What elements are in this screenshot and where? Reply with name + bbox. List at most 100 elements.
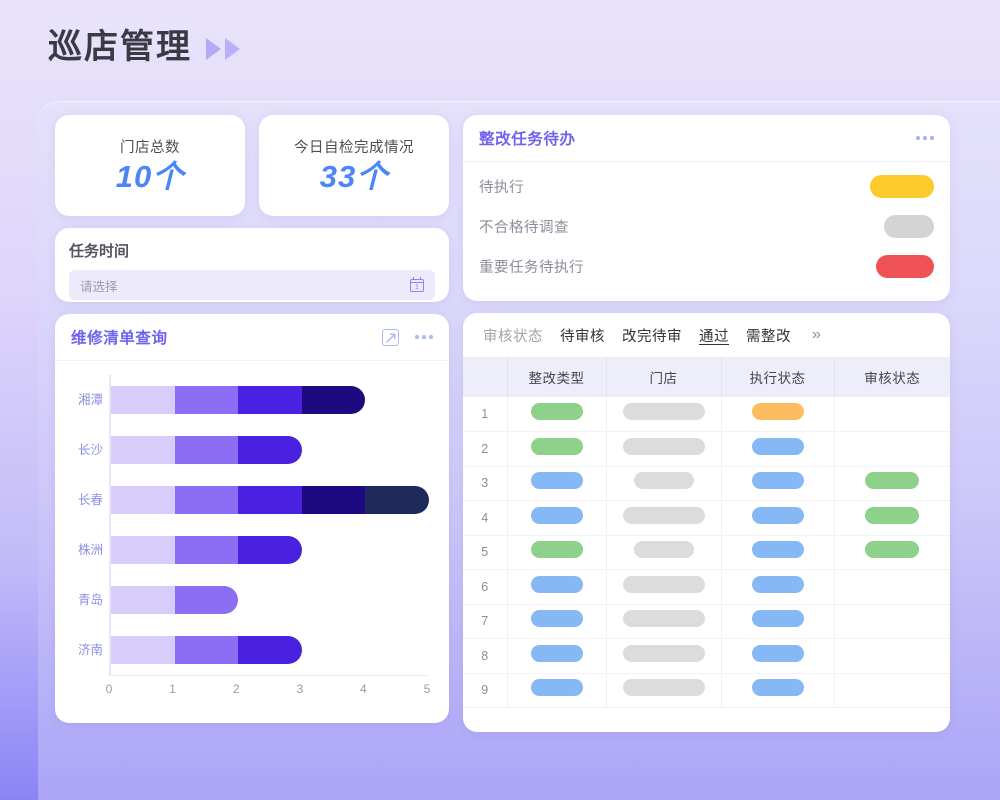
table-cell-type — [507, 604, 607, 639]
dashboard-columns: 门店总数 10个 今日自检完成情况 33个 任务时间 请选择 1 — [55, 115, 950, 732]
chart-bar-segment — [111, 536, 175, 564]
table-header-row: 整改类型 门店 执行状态 审核状态 — [463, 357, 950, 397]
page-title: 巡店管理 — [48, 28, 192, 66]
chart-stacked-bar[interactable] — [111, 486, 429, 514]
calendar-icon[interactable]: 1 — [410, 277, 424, 292]
table-row[interactable]: 1 — [463, 397, 950, 432]
todo-list: 待执行 不合格待调查 重要任务待执行 — [463, 162, 950, 301]
todo-item[interactable]: 不合格待调查 — [479, 206, 934, 246]
table-cell-audit — [834, 604, 950, 639]
table-cell-index: 2 — [463, 431, 508, 467]
table-cell-audit — [834, 500, 950, 536]
repair-list-chart-card: 维修清单查询 湘潭 长沙 长春 株洲 青岛 济南 0 1 2 3 4 5 — [55, 314, 449, 723]
table-row[interactable]: 9 — [463, 673, 950, 708]
todo-item[interactable]: 重要任务待执行 — [479, 246, 934, 286]
status-badge — [622, 575, 705, 593]
table-cell-type — [507, 569, 607, 605]
filter-tab-1[interactable]: 改完待审 — [622, 328, 682, 345]
chart-bar-segment — [238, 486, 302, 514]
table-cell-exec — [721, 466, 835, 501]
status-badge — [865, 506, 920, 524]
filter-more-button[interactable]: » — [812, 326, 821, 343]
chart-stacked-bar[interactable] — [111, 386, 366, 414]
status-badge — [751, 437, 804, 455]
chart-stacked-bar[interactable] — [111, 536, 302, 564]
table-cell-audit — [834, 569, 950, 605]
table-row[interactable]: 2 — [463, 431, 950, 467]
chart-bar-row: 株洲 — [78, 536, 302, 564]
chart-stacked-bar[interactable] — [111, 586, 239, 614]
table-row[interactable]: 6 — [463, 569, 950, 605]
table-cell-type — [507, 431, 607, 467]
table-cell-store — [606, 466, 722, 501]
table-cell-type — [507, 466, 607, 501]
table-row[interactable]: 8 — [463, 638, 950, 674]
task-time-input[interactable]: 请选择 1 — [69, 270, 435, 300]
table-header-audit[interactable]: 审核状态 — [834, 357, 950, 397]
more-dots-icon[interactable] — [415, 335, 433, 339]
filter-tab-2[interactable]: 通过 — [699, 328, 729, 345]
table-cell-audit — [834, 431, 950, 467]
dashboard-shell: 门店总数 10个 今日自检完成情况 33个 任务时间 请选择 1 — [38, 101, 1000, 800]
chart-bar-segment — [301, 386, 366, 414]
table-cell-exec — [721, 638, 835, 674]
table-header-exec[interactable]: 执行状态 — [721, 357, 835, 397]
triangle-right-icon-1 — [206, 38, 221, 60]
table-cell-index: 3 — [463, 466, 508, 501]
status-badge — [530, 472, 583, 490]
more-dots-icon[interactable] — [916, 136, 934, 140]
filter-tab-0[interactable]: 待审核 — [560, 328, 605, 345]
chart-stacked-bar[interactable] — [111, 636, 302, 664]
table-row[interactable]: 3 — [463, 466, 950, 501]
table-cell-store — [606, 604, 722, 639]
table-row[interactable]: 5 — [463, 535, 950, 570]
table-cell-store — [606, 673, 722, 708]
chart-category-label: 青岛 — [77, 593, 103, 607]
chart-category-label: 长春 — [77, 493, 103, 507]
chart-x-axis: 0 1 2 3 4 5 — [106, 675, 430, 701]
page-header: 巡店管理 — [48, 30, 240, 64]
table-header-store[interactable]: 门店 — [606, 357, 722, 397]
table-cell-exec — [721, 500, 835, 536]
task-time-card: 任务时间 请选择 1 — [55, 228, 449, 302]
chart-bar-segment — [238, 386, 302, 414]
table-cell-exec — [721, 397, 835, 432]
chart-bar-segment — [174, 636, 239, 664]
status-badge — [622, 403, 705, 420]
task-time-placeholder: 请选择 — [80, 279, 118, 294]
chart-x-tick-label: 5 — [423, 682, 431, 696]
table-cell-store — [606, 500, 722, 536]
table-header: 整改类型 门店 执行状态 审核状态 — [463, 357, 950, 397]
chart-bar-segment — [174, 386, 239, 414]
status-badge — [751, 644, 804, 662]
chart-bar-segment — [111, 436, 175, 464]
chart-bar-row: 青岛 — [78, 586, 239, 614]
status-badge — [530, 506, 583, 524]
stat-value: 33个 — [319, 159, 389, 195]
table-cell-audit — [834, 466, 950, 501]
share-icon[interactable] — [382, 328, 400, 346]
chart-stacked-bar[interactable] — [111, 436, 302, 464]
table-cell-index: 5 — [463, 535, 508, 570]
filter-label: 审核状态 — [483, 328, 543, 345]
status-badge — [751, 679, 804, 697]
status-badge — [530, 541, 583, 559]
chart-x-tick-label: 1 — [169, 682, 176, 696]
table-row[interactable]: 7 — [463, 604, 950, 639]
filter-tab-3[interactable]: 需整改 — [746, 328, 791, 345]
table-header-type[interactable]: 整改类型 — [507, 357, 607, 397]
todo-item[interactable]: 待执行 — [479, 166, 934, 206]
chart-bar-segment — [111, 386, 175, 414]
chart-bar-segment — [174, 536, 239, 564]
todo-status-pill — [870, 174, 934, 198]
status-badge — [633, 541, 694, 559]
chart-bar-row: 济南 — [78, 636, 302, 664]
chart-bar-segment — [111, 636, 175, 664]
left-column: 门店总数 10个 今日自检完成情况 33个 任务时间 请选择 1 — [55, 115, 449, 732]
chart-title: 维修清单查询 — [71, 330, 168, 347]
table-row[interactable]: 4 — [463, 500, 950, 536]
todo-title: 整改任务待办 — [479, 131, 576, 148]
table-header-index — [463, 357, 508, 397]
table-cell-store — [606, 535, 722, 570]
